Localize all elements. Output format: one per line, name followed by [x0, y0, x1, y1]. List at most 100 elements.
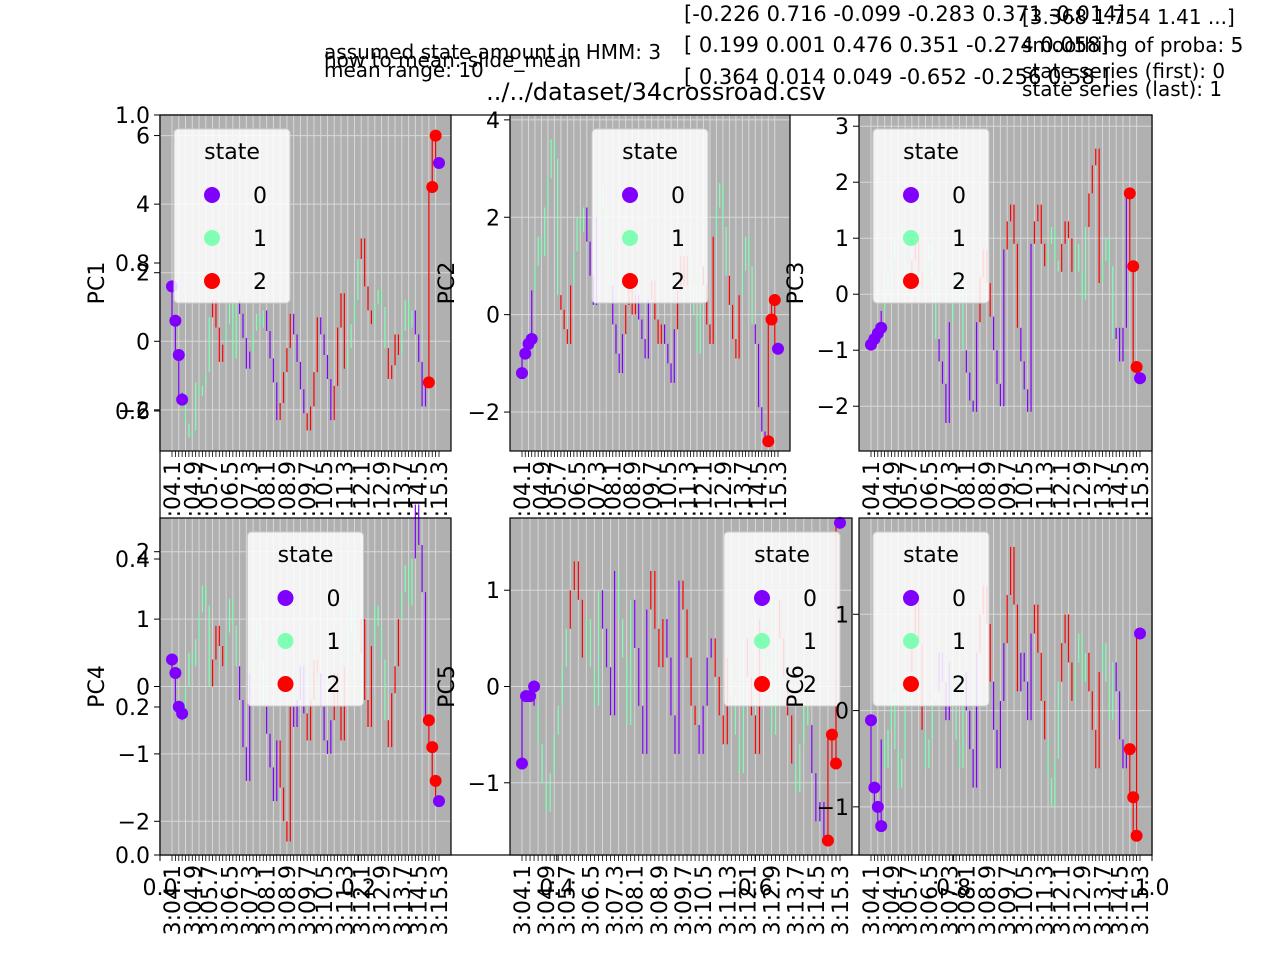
data-point [516, 757, 528, 770]
xtick-label: 3:05.7 [198, 865, 223, 935]
xtick-label: 3:08.9 [976, 865, 1001, 935]
outer-ytick-label: 0.8 [115, 252, 150, 277]
legend: state 0 1 2 [591, 128, 709, 304]
header-right-line-1: [3.368 1.754 1.41 ...] [1022, 5, 1235, 29]
xtick-label: 3:10.5 [313, 865, 338, 935]
data-point [768, 294, 781, 307]
header-matrix-line-2: [ 0.199 0.001 0.476 0.351 -0.274 0.058] [684, 33, 1109, 57]
xtick-label: 3:12.9 [1071, 865, 1096, 935]
legend-label: 1 [327, 630, 341, 655]
xtick-label: 3:15.3 [829, 865, 854, 935]
ylabel: PC6 [784, 665, 809, 708]
legend-title: state [754, 543, 810, 568]
outer-xtick-label: 1.0 [1135, 876, 1170, 901]
legend-label: 0 [803, 587, 817, 612]
data-point [166, 653, 178, 666]
data-point [172, 349, 185, 361]
data-point [176, 393, 189, 406]
data-point [868, 781, 881, 794]
ytick-label: 2 [136, 262, 150, 287]
subplot-pc4: −2 −1 0 1 2 PC4 3:04.13:04.93:05.73:06.53:07.3… [85, 504, 453, 935]
legend-label: 1 [253, 227, 267, 252]
ytick-label: 1 [486, 579, 500, 604]
xtick-label: 3:06.5 [918, 865, 943, 935]
legend-marker-state-0 [903, 187, 919, 203]
data-point [1134, 627, 1146, 640]
legend-label: 2 [253, 270, 267, 295]
legend-label: 1 [952, 227, 966, 252]
data-point [426, 181, 439, 193]
data-point [829, 757, 842, 770]
ytick-label: −2 [118, 810, 150, 835]
legend-marker-state-2 [903, 676, 919, 692]
legend-label: 2 [803, 673, 817, 698]
header-matrix-line-3: [ 0.364 0.014 0.049 -0.652 -0.256 0.58 ] [684, 65, 1110, 89]
legend-box [173, 128, 291, 304]
xtick-label: 3:12.1 [736, 865, 761, 935]
xtick-label: 3:08.1 [256, 865, 281, 935]
data-point [821, 834, 834, 847]
xtick-label: 3:07.3 [239, 865, 264, 935]
xtick-label: 3:05.7 [897, 865, 922, 935]
ytick-label: 0 [835, 700, 849, 725]
data-point [1123, 743, 1136, 756]
data-point [871, 800, 884, 813]
legend-label: 2 [671, 270, 685, 295]
data-point [1130, 361, 1143, 373]
data-point [825, 728, 838, 741]
ylabel: PC5 [435, 665, 460, 708]
subplot-pc2: −2024PC23:04.13:04.93:05.73:06.53:07.33:… [435, 109, 792, 532]
data-point [1127, 791, 1140, 804]
xtick-label: 3:08.9 [276, 865, 301, 935]
legend-marker-state-0 [754, 590, 770, 606]
data-point [176, 707, 189, 720]
header-right-line-2: smoothing of proba: 5 [1022, 33, 1243, 57]
legend-box [872, 531, 990, 707]
legend-marker-state-2 [277, 676, 294, 692]
legend-label: 0 [952, 184, 966, 209]
ytick-label: 1 [835, 603, 849, 628]
data-point [169, 314, 182, 327]
outer-xtick-label: 0.0 [143, 876, 178, 901]
legend-marker-state-2 [622, 273, 638, 289]
ytick-label: −2 [817, 395, 849, 420]
data-point [1127, 260, 1140, 273]
xtick-label: 3:08.9 [648, 865, 673, 935]
legend: state 0 1 2 [723, 531, 841, 707]
xtick-label: 3:14.5 [408, 865, 433, 935]
subplot-frame [509, 114, 791, 452]
ytick-label: 0 [486, 676, 500, 701]
xtick-label: 3:12.1 [350, 865, 375, 935]
data-point [1134, 372, 1146, 385]
data-point [1123, 187, 1136, 200]
legend-label: 1 [803, 630, 817, 655]
ytick-label: 0 [136, 676, 150, 701]
xtick-label: 3:06.5 [579, 865, 604, 935]
xtick-label: 3:13.7 [391, 865, 416, 935]
data-point [433, 795, 445, 808]
legend-marker-state-0 [903, 590, 919, 606]
xtick-label: 3:12.9 [761, 865, 786, 935]
data-point [524, 690, 537, 703]
data-point [1130, 829, 1143, 842]
legend-marker-state-2 [903, 273, 919, 289]
data-point [765, 313, 778, 326]
data-point [519, 347, 532, 360]
data-point [429, 774, 442, 787]
legend-label: 2 [952, 270, 966, 295]
ytick-label: 1 [835, 227, 849, 252]
xtick-label: 3:04.9 [535, 865, 560, 935]
xtick-label: 3:05.7 [555, 865, 580, 935]
xtick-label: 3:13.7 [1092, 865, 1117, 935]
legend-box [591, 128, 709, 304]
legend-box [723, 531, 841, 707]
legend-marker-state-0 [622, 187, 638, 203]
xtick-label: 3:13.7 [785, 865, 810, 935]
legend-title: state [903, 543, 959, 568]
xtick-label: 3:15.3 [428, 865, 453, 935]
legend: state 0 1 2 [872, 531, 990, 707]
legend: state 0 1 2 [247, 531, 364, 707]
header-right-line-3: state series (last): 1 [1022, 77, 1222, 101]
xtick-label: 3:12.1 [1051, 865, 1076, 935]
